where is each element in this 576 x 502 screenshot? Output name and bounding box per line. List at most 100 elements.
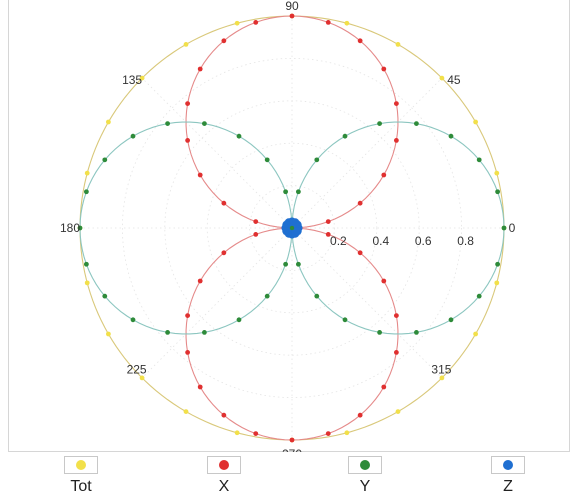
data-point-x-270 [289, 437, 295, 443]
data-point-x-60 [381, 66, 387, 72]
data-point-x-280 [325, 431, 331, 437]
legend-label-tot: Tot [70, 478, 92, 495]
data-point-x-130 [185, 101, 191, 106]
data-point-tot-300 [395, 409, 401, 414]
data-point-tot-15 [494, 170, 500, 176]
data-point-x-160 [221, 200, 227, 206]
data-point-y-100 [283, 189, 289, 195]
legend-swatch-z [491, 456, 525, 474]
radial-tick-label-2: 0.6 [415, 234, 432, 248]
data-point-y-80 [295, 189, 301, 195]
data-point-y-60 [342, 133, 348, 139]
data-point-y-340 [476, 293, 482, 299]
data-point-tot-225 [139, 375, 145, 381]
data-point-tot-315 [439, 375, 445, 381]
data-point-x-150 [197, 172, 203, 178]
legend-item-z[interactable]: Z [478, 456, 538, 496]
angular-tick-label-0: 0 [509, 221, 516, 235]
data-point-x-70 [357, 38, 363, 44]
data-point-y-210 [130, 317, 136, 323]
data-point-y-0 [501, 225, 507, 231]
legend-swatch-tot [64, 456, 98, 474]
data-point-x-210 [197, 278, 203, 284]
data-point-y-140 [165, 121, 170, 127]
data-point-y-180 [77, 225, 83, 231]
data-point-x-250 [221, 412, 227, 418]
data-point-y-170 [83, 189, 89, 195]
data-point-x-290 [357, 412, 363, 418]
grid-ring-0 [249, 185, 335, 271]
data-point-tot-105 [234, 20, 240, 26]
data-point-tot-240 [183, 409, 189, 414]
legend-item-y[interactable]: Y [335, 456, 395, 496]
data-point-y-270 [289, 225, 295, 231]
legend-label-z: Z [503, 478, 513, 495]
radial-tick-label-0: 0.2 [330, 234, 347, 248]
data-point-y-310 [377, 329, 382, 335]
data-point-y-200 [102, 293, 108, 299]
data-point-y-130 [202, 121, 207, 127]
data-point-y-70 [314, 157, 320, 163]
data-point-x-330 [381, 278, 387, 284]
data-point-x-40 [393, 138, 399, 143]
data-point-tot-120 [183, 42, 189, 47]
data-point-y-120 [236, 133, 242, 139]
data-point-y-20 [476, 157, 482, 163]
data-point-tot-135 [139, 75, 145, 81]
data-point-x-140 [185, 138, 191, 143]
grid-ring-1 [206, 142, 378, 314]
legend-item-x[interactable]: X [194, 456, 254, 496]
angular-tick-label-315: 315 [431, 362, 451, 376]
data-point-y-290 [314, 293, 320, 299]
data-point-y-30 [448, 133, 454, 139]
angular-tick-label-270: 270 [282, 447, 302, 452]
data-point-y-350 [495, 261, 501, 267]
data-point-tot-150 [106, 119, 111, 125]
legend: Tot X Y Z [0, 456, 576, 502]
data-point-x-350 [325, 231, 331, 237]
data-point-x-320 [393, 313, 399, 318]
data-point-x-200 [221, 250, 227, 256]
data-point-x-260 [253, 431, 259, 437]
data-point-tot-165 [84, 170, 90, 176]
data-point-x-110 [221, 38, 227, 44]
data-point-tot-345 [494, 280, 500, 286]
data-point-y-160 [102, 157, 108, 163]
data-point-y-280 [295, 261, 301, 267]
legend-marker-x [219, 460, 229, 470]
radial-tick-label-1: 0.4 [372, 234, 389, 248]
data-point-y-150 [130, 133, 136, 139]
radial-tick-label-3: 0.8 [457, 234, 474, 248]
data-point-y-110 [264, 157, 270, 163]
data-point-tot-255 [234, 430, 240, 436]
data-point-y-40 [414, 121, 419, 127]
legend-marker-tot [76, 460, 86, 470]
polar-chart: 0.2 0.4 0.6 0.8 0 45 90 135 180 225 270 315 [60, 0, 516, 452]
grid-spoke-7 [291, 227, 443, 379]
grid-spoke-1 [291, 77, 443, 229]
grid-spoke-5 [141, 227, 293, 379]
legend-label-x: X [218, 478, 230, 495]
legend-item-tot[interactable]: Tot [51, 456, 111, 496]
data-point-tot-45 [439, 75, 445, 81]
legend-label-y: Y [359, 478, 371, 495]
data-point-z-330 [293, 226, 302, 236]
data-point-y-10 [495, 189, 501, 195]
grid-ring-3 [121, 57, 463, 399]
angular-tick-label-180: 180 [60, 221, 80, 235]
data-point-tot-30 [473, 119, 478, 125]
data-point-x-90 [289, 13, 295, 19]
data-point-tot-60 [395, 42, 401, 47]
data-point-y-230 [202, 329, 207, 335]
data-point-y-250 [264, 293, 270, 299]
data-point-y-300 [342, 317, 348, 323]
legend-swatch-x [207, 456, 241, 474]
data-point-x-80 [325, 19, 331, 25]
data-point-x-170 [253, 219, 259, 225]
data-point-tot-75 [344, 20, 350, 26]
data-point-y-50 [377, 121, 382, 127]
data-point-x-340 [357, 250, 363, 256]
data-point-x-230 [185, 350, 191, 355]
data-point-x-300 [381, 384, 387, 390]
data-point-x-240 [197, 384, 203, 390]
